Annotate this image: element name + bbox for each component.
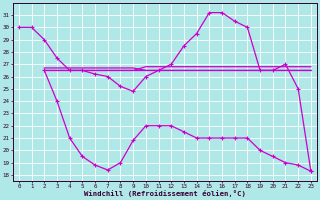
X-axis label: Windchill (Refroidissement éolien,°C): Windchill (Refroidissement éolien,°C) [84,190,246,197]
